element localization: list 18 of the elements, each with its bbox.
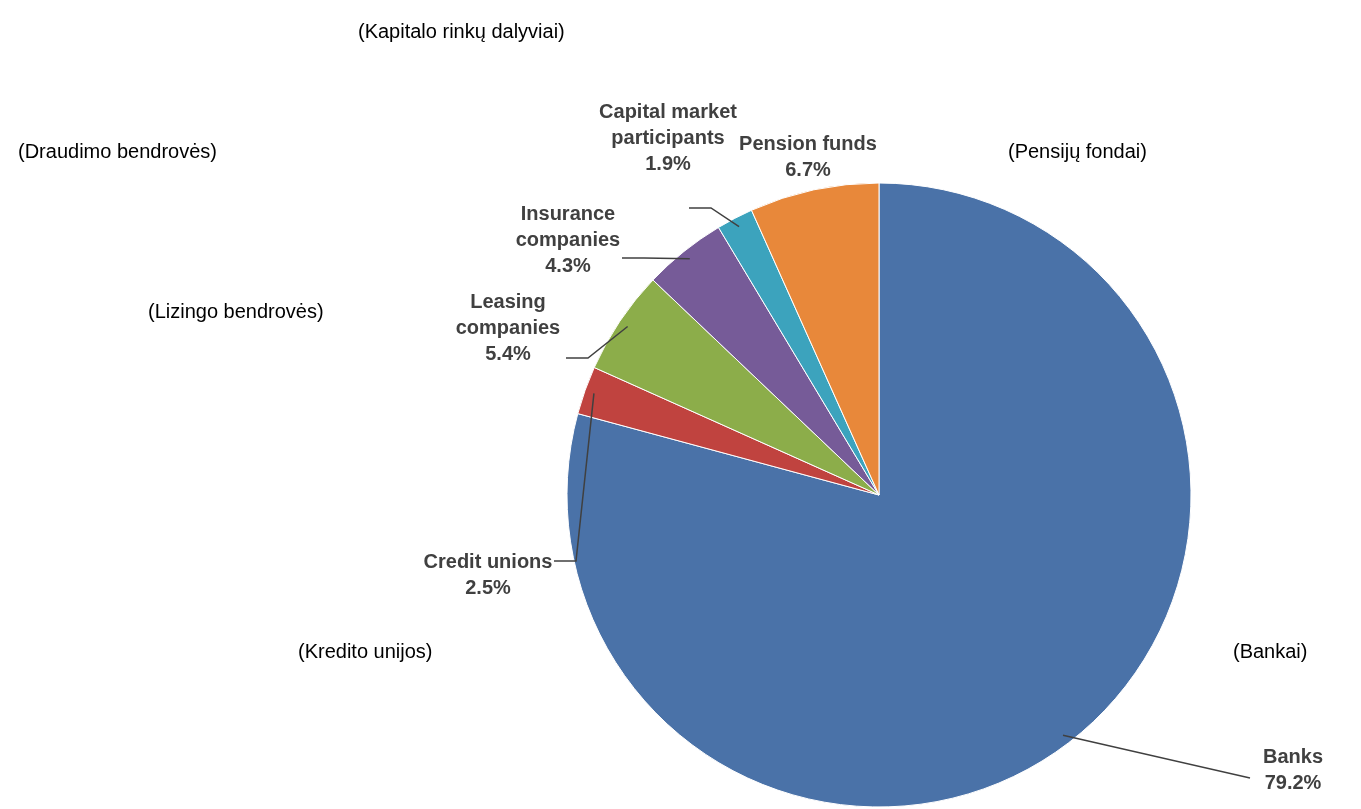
text: (Pensijų fondai) <box>1008 140 1147 162</box>
slice-label: Credit unions <box>423 550 553 572</box>
slice-label: Banks <box>1262 745 1324 767</box>
data-label: 79.2% <box>1264 771 1322 793</box>
text: (Kapitalo rinkų dalyviai) <box>358 20 565 42</box>
data-label: 1.9% <box>645 152 692 174</box>
slice-label: Capital market participants <box>599 100 738 148</box>
slice-label: Leasing companies <box>455 290 561 338</box>
slice-label: Insurance companies <box>515 202 621 250</box>
text: (Lizingo bendrovės) <box>148 300 324 322</box>
data-label: 6.7% <box>785 158 832 180</box>
text: (Kredito unijos) <box>298 640 433 662</box>
data-label: 2.5% <box>465 576 512 598</box>
data-label: 4.3% <box>545 254 592 276</box>
text: (Draudimo bendrovės) <box>18 140 217 162</box>
data-label: 5.4% <box>485 342 532 364</box>
text: (Bankai) <box>1233 640 1308 662</box>
slice-label: Pension funds <box>739 132 877 154</box>
